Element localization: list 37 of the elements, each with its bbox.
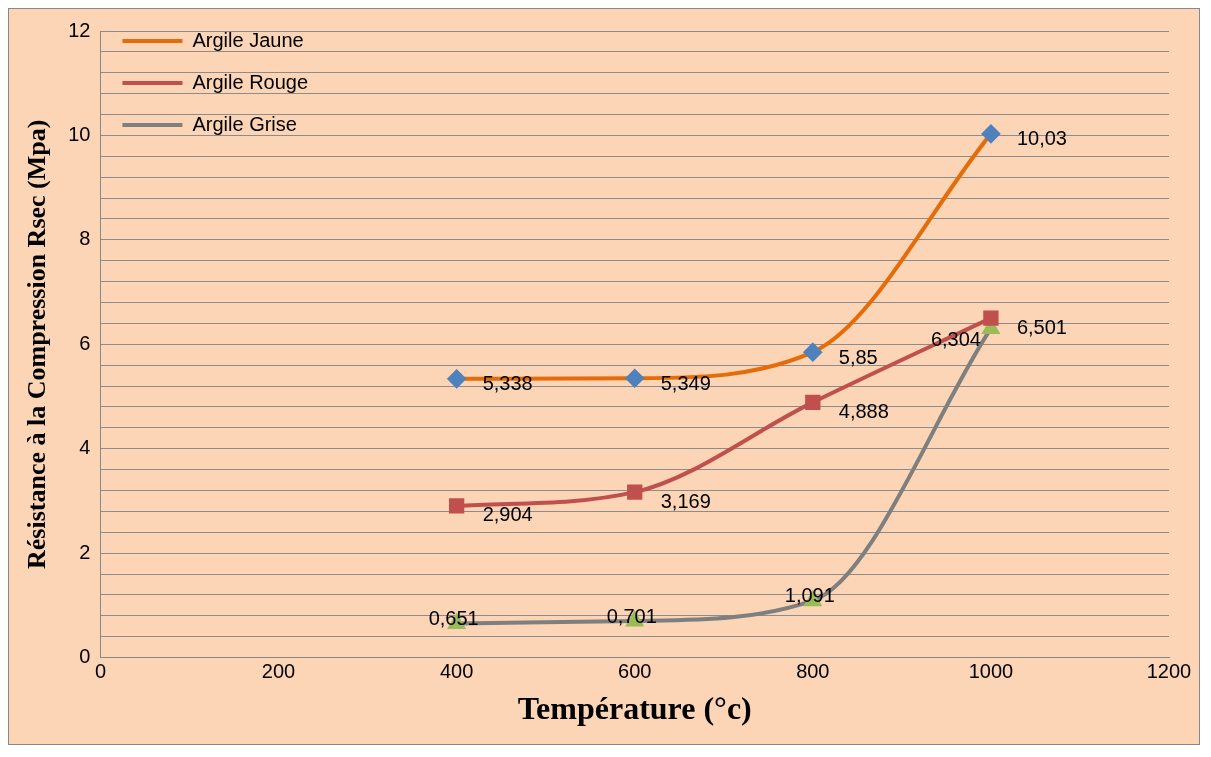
y-tick-label: 4 (79, 436, 91, 459)
point (447, 369, 466, 388)
y-axis-title: Résistance à la Compression Rsec (Mpa) (22, 119, 52, 570)
y-tick-label: 6 (79, 331, 91, 354)
point (805, 394, 821, 411)
x-tick-label: 1200 (1146, 660, 1192, 683)
y-tick-label: 12 (68, 18, 91, 41)
y-tick-label: 10 (68, 122, 91, 145)
point (983, 310, 999, 326)
data-label: 3,169 (660, 489, 711, 512)
y-tick-label: 8 (79, 227, 91, 250)
data-label: 6,304 (930, 327, 981, 350)
legend-label: Argile Rouge (192, 70, 309, 93)
x-tick-label: 0 (94, 660, 107, 683)
x-tick-label: 400 (439, 660, 474, 683)
x-tick-label: 200 (261, 660, 296, 683)
x-tick-label: 800 (796, 660, 830, 683)
data-label: 5,85 (838, 345, 878, 368)
data-label: 0,701 (606, 604, 657, 627)
point (803, 343, 822, 362)
point (627, 484, 643, 500)
y-tick-label: 0 (79, 645, 91, 668)
point (625, 369, 644, 388)
data-label: 4,888 (838, 399, 889, 422)
data-label: 6,501 (1016, 315, 1067, 338)
x-axis-title: Température (°c) (517, 690, 752, 727)
x-tick-label: 1000 (968, 660, 1014, 683)
point (448, 498, 465, 514)
x-tick-label: 600 (618, 660, 652, 683)
data-label: 1,091 (784, 584, 835, 607)
y-tick-label: 2 (79, 540, 91, 563)
data-label: 10,03 (1016, 127, 1067, 150)
point (981, 124, 1000, 143)
data-label: 2,904 (482, 503, 533, 526)
legend-label: Argile Jaune (192, 28, 304, 51)
data-label: 0,651 (428, 607, 479, 630)
legend-label: Argile Grise (192, 112, 297, 135)
